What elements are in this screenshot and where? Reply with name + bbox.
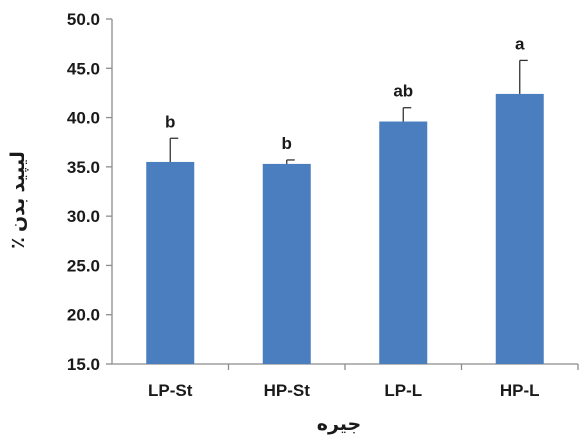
- significance-label: b: [282, 134, 292, 153]
- y-tick-label: 20.0: [67, 306, 100, 325]
- bar: [146, 161, 195, 364]
- significance-label: a: [515, 34, 525, 53]
- y-tick-label: 40.0: [67, 109, 100, 128]
- y-axis-title: لیپید بدن ٪: [8, 151, 29, 249]
- significance-label: ab: [393, 82, 413, 101]
- x-axis-title: جیره: [317, 414, 362, 435]
- bars: [146, 59, 544, 365]
- bar: [495, 93, 544, 365]
- x-tick-label: LP-St: [148, 381, 193, 400]
- y-tick-label: 35.0: [67, 158, 100, 177]
- y-tick-label: 50.0: [67, 10, 100, 29]
- y-tick-label: 25.0: [67, 256, 100, 275]
- significance-label: b: [165, 112, 175, 131]
- axes: 15.0 20.0 25.0 30.0 35.0 40.0 45.0 50.0: [67, 10, 579, 374]
- bar: [379, 121, 428, 364]
- x-tick-label: HP-L: [500, 381, 540, 400]
- labels: b LP-St b HP-St ab LP-L a HP-L: [148, 34, 540, 400]
- y-tick-label: 30.0: [67, 207, 100, 226]
- bar: [262, 163, 311, 364]
- y-tick-label: 45.0: [67, 59, 100, 78]
- x-tick-label: HP-St: [264, 381, 311, 400]
- x-tick-label: LP-L: [384, 381, 422, 400]
- y-tick-label: 15.0: [67, 355, 100, 374]
